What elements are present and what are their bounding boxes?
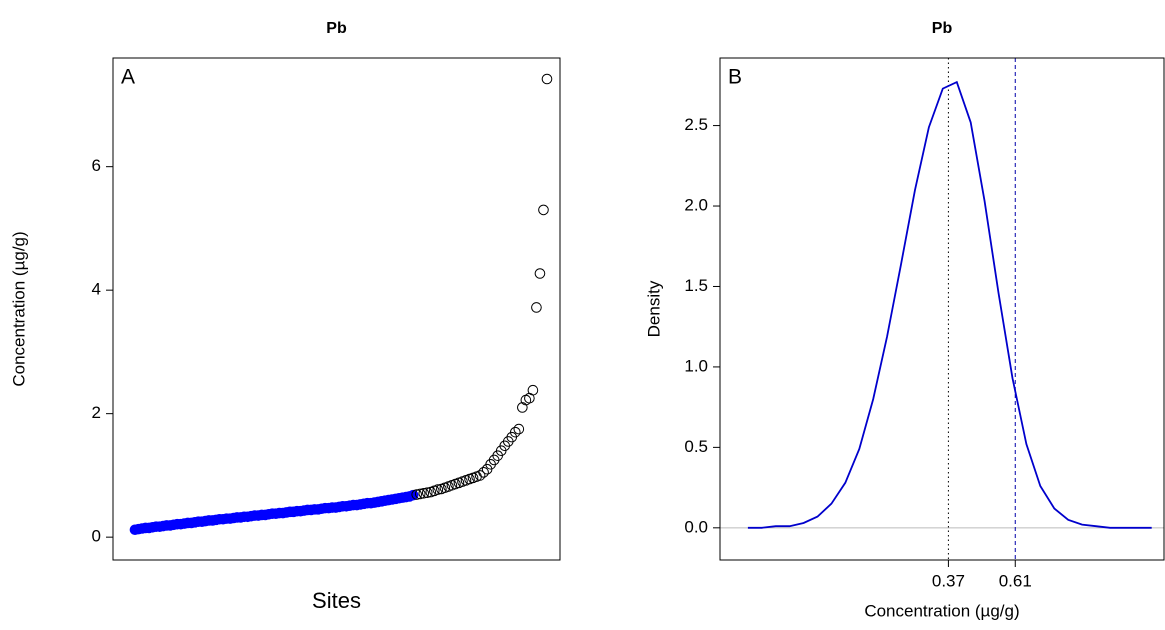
point	[541, 73, 553, 85]
point	[527, 384, 539, 396]
y-tick-label: 1.0	[684, 356, 708, 375]
x-axis-label: Sites	[312, 588, 361, 613]
y-tick-label: 1.5	[684, 276, 708, 295]
plot-frame	[719, 57, 1165, 561]
point	[418, 488, 430, 499]
point	[538, 204, 549, 216]
y-tick-label: 4	[92, 280, 101, 299]
point	[474, 470, 486, 481]
x-axis-label: Concentration (µg/g)	[864, 601, 1019, 620]
chart-title: Pb	[932, 20, 953, 37]
point	[414, 488, 426, 500]
y-axis-label: Concentration (µg/g)	[9, 231, 28, 386]
panel-label: A	[121, 66, 135, 89]
y-tick-label: 2.0	[684, 196, 708, 215]
y-tick-label: 2.5	[684, 115, 708, 134]
y-axis-label: Density	[644, 280, 663, 337]
point	[421, 487, 433, 498]
y-tick-label: 6	[92, 156, 101, 175]
point	[534, 268, 546, 279]
point	[478, 467, 489, 478]
point	[531, 302, 542, 313]
point	[513, 423, 525, 435]
chart-title: Pb	[326, 20, 347, 37]
point	[510, 426, 521, 438]
density-line	[747, 80, 1152, 529]
x-tick-label: 0.61	[999, 571, 1032, 590]
y-tick-label: 0.0	[684, 517, 708, 536]
point	[411, 489, 423, 500]
plot-frame	[112, 57, 561, 561]
panel-label: B	[728, 66, 742, 89]
x-tick-label: 0.37	[932, 571, 965, 590]
y-tick-label: 0.5	[684, 437, 708, 456]
y-tick-label: 2	[92, 403, 101, 422]
y-tick-label: 0	[92, 527, 101, 546]
point	[432, 484, 444, 495]
